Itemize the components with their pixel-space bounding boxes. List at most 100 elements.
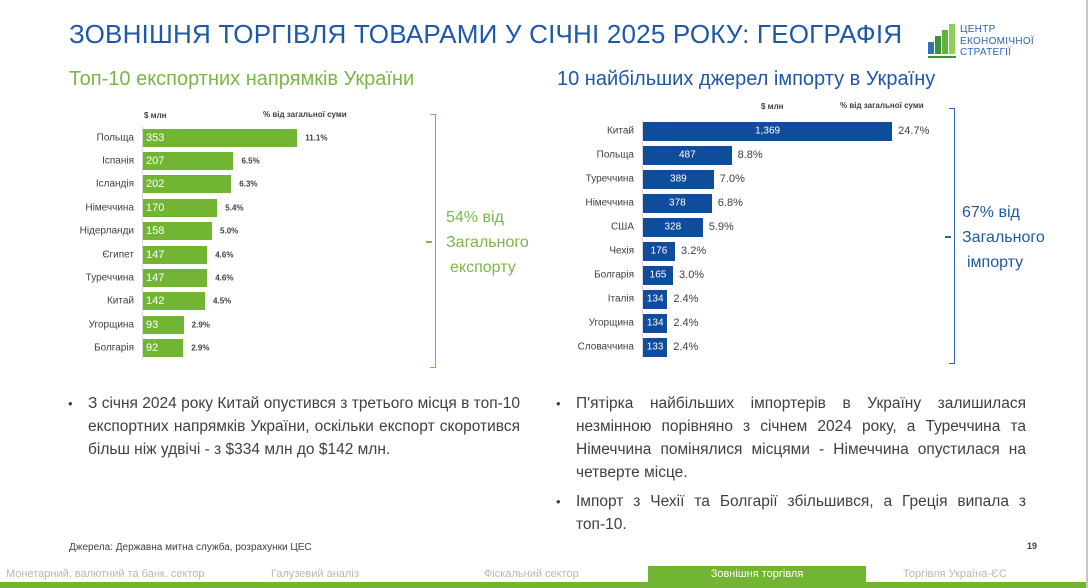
- bar-value: 92: [146, 342, 159, 355]
- export-bar-row: Ісландія 202 6.3%: [42, 173, 402, 196]
- import-pct-header: % від загальної суми: [840, 101, 924, 110]
- slide-right-border: [1086, 0, 1088, 588]
- export-value-header: $ млн: [144, 111, 167, 120]
- bar-percent: 2.4%: [673, 340, 699, 353]
- bar-percent: 3.0%: [679, 268, 705, 281]
- import-bullet-1: П'ятірка найбільших імпортерів в Україну…: [556, 392, 1026, 484]
- bar: 389: [643, 169, 714, 189]
- bar-value: 134: [646, 293, 664, 305]
- bar-percent: 2.9%: [191, 320, 210, 330]
- bar-percent: 6.3%: [239, 179, 258, 189]
- export-chart-title: Топ-10 експортних напрямків України: [69, 68, 415, 90]
- bar-value: 202: [146, 178, 165, 191]
- import-bracket: [945, 108, 955, 364]
- import-bar-row: Італія 134 2.4%: [542, 287, 942, 310]
- nav-foreign-trade[interactable]: Зовнішня торгівля: [648, 566, 866, 582]
- bar-label: Німеччина: [85, 202, 134, 214]
- bar: 176: [643, 241, 676, 261]
- export-share-note: 54% від Загального експорту: [446, 209, 529, 276]
- bar-label: Туреччина: [85, 272, 134, 284]
- footer-section-nav: Монетарний, валютний та банк. сектор Гал…: [0, 566, 1086, 582]
- bar-percent: 4.5%: [213, 296, 232, 306]
- bar-label: Китай: [606, 125, 634, 137]
- export-bar-row: Китай 142 4.5%: [42, 290, 402, 313]
- bar: 165: [643, 265, 674, 285]
- bar-label: Нідерланди: [79, 225, 134, 237]
- bar-label: Чехія: [609, 245, 634, 257]
- bar-label: Угорщина: [88, 319, 134, 331]
- ces-logo: ЦЕНТР ЕКОНОМІЧНОЇ СТРАТЕГІЇ: [928, 24, 1048, 64]
- bar-percent: 4.6%: [215, 250, 234, 260]
- bar-value: 378: [669, 197, 686, 209]
- export-commentary: З січня 2024 року Китай опустився з трет…: [68, 392, 520, 467]
- bar-percent: 8.8%: [737, 148, 763, 161]
- export-bar-row: Єгипет 147 4.6%: [42, 243, 402, 266]
- bar-value: 147: [146, 272, 165, 285]
- bar-value: 389: [670, 173, 687, 185]
- page-number: 19: [1027, 541, 1038, 551]
- export-bar-row: Угорщина 93 2.9%: [42, 313, 402, 336]
- bar: 378: [643, 193, 712, 213]
- bar-value: 134: [646, 317, 664, 329]
- bar-label: Угорщина: [588, 317, 634, 329]
- bar-chart-logo-icon: [928, 24, 956, 60]
- export-bar-row: Іспанія 207 6.5%: [42, 149, 402, 172]
- bar-label: Польща: [596, 149, 634, 161]
- bar-percent: 3.2%: [681, 244, 707, 257]
- bar-percent: 11.1%: [305, 133, 328, 143]
- import-bar-row: Туреччина 389 7.0%: [542, 167, 942, 190]
- bar: 158: [143, 222, 213, 241]
- export-bar-row: Туреччина 147 4.6%: [42, 266, 402, 289]
- bar-percent: 2.9%: [191, 343, 210, 353]
- bar-value: 170: [146, 201, 165, 214]
- bar-percent: 5.9%: [708, 220, 734, 233]
- import-value-header: $ млн: [761, 102, 784, 111]
- nav-ukraine-eu-trade[interactable]: Торгівля Україна-ЄС: [903, 568, 1007, 580]
- bar: 353: [143, 128, 298, 147]
- export-bar-row: Нідерланди 158 5.0%: [42, 220, 402, 243]
- bar-percent: 4.6%: [215, 273, 234, 283]
- import-bar-row: Угорщина 134 2.4%: [542, 311, 942, 334]
- bar: 147: [143, 245, 208, 264]
- bar-value: 93: [146, 318, 159, 331]
- import-bar-row: Чехія 176 3.2%: [542, 239, 942, 262]
- bar: 134: [643, 289, 668, 309]
- nav-fiscal-sector[interactable]: Фіскальний сектор: [484, 568, 579, 580]
- bar-percent: 2.4%: [673, 292, 699, 305]
- bar-value: 207: [146, 155, 165, 168]
- bar-value: 353: [146, 131, 165, 144]
- bar-value: 142: [146, 295, 165, 308]
- export-bar-chart: Польща 353 11.1% Іспанія 207 6.5% Ісландія 202 6…: [42, 126, 402, 360]
- bar-percent: 5.4%: [225, 203, 244, 213]
- bar-label: Єгипет: [102, 249, 134, 261]
- bar: 134: [643, 313, 668, 333]
- bar-value: 176: [650, 245, 668, 257]
- bar-value: 147: [146, 248, 165, 261]
- bar-percent: 6.5%: [241, 156, 260, 166]
- page-title: ЗОВНІШНЯ ТОРГІВЛЯ ТОВАРАМИ У СІЧНІ 2025 …: [69, 19, 903, 49]
- bar-label: Іспанія: [102, 155, 134, 167]
- import-bar-row: Китай 1,369 24.7%: [542, 119, 942, 142]
- bar: 1,369: [643, 121, 893, 141]
- nav-monetary-sector[interactable]: Монетарний, валютний та банк. сектор: [6, 568, 205, 580]
- import-bar-chart: Китай 1,369 24.7% Польща 487 8.8% Туреччина 389…: [542, 119, 942, 359]
- import-bar-row: Німеччина 378 6.8%: [542, 191, 942, 214]
- bar-label: Китай: [106, 295, 134, 307]
- footer-accent-bar: [0, 582, 1086, 588]
- source-note: Джерела: Державна митна служба, розрахун…: [69, 542, 312, 553]
- bar-value: 165: [649, 269, 667, 281]
- bar: 147: [143, 269, 208, 288]
- export-bar-row: Німеччина 170 5.4%: [42, 196, 402, 219]
- export-bar-row: Болгарія 92 2.9%: [42, 337, 402, 360]
- nav-sector-analysis[interactable]: Галузевий аналіз: [271, 568, 359, 580]
- bar-value: 133: [646, 341, 664, 353]
- bar: 170: [143, 198, 218, 217]
- bar-percent: 7.0%: [719, 172, 745, 185]
- bar-percent: 24.7%: [898, 124, 930, 137]
- bar-percent: 2.4%: [673, 316, 699, 329]
- bar: 93: [143, 315, 184, 334]
- bar-label: Польща: [96, 132, 134, 144]
- import-share-note: 67% від Загального імпорту: [962, 204, 1045, 271]
- bar-label: Туреччина: [585, 173, 634, 185]
- import-bar-row: Польща 487 8.8%: [542, 143, 942, 166]
